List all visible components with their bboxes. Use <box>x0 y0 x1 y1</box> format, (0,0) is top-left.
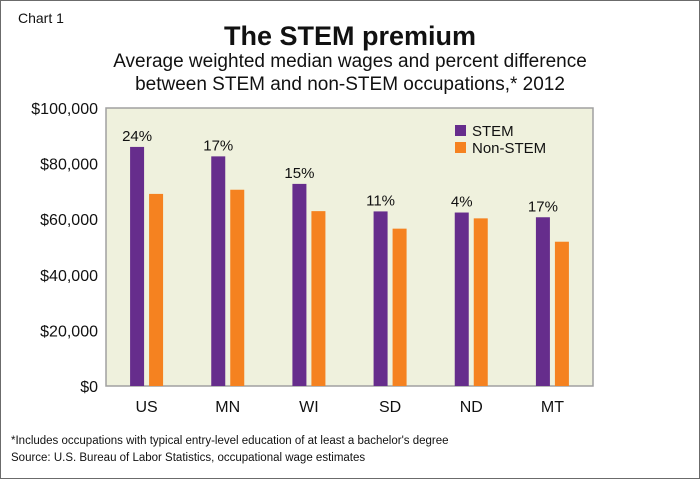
chart-subtitle-line-2: between STEM and non-STEM occupations,* … <box>135 74 565 95</box>
plot-area <box>105 107 594 387</box>
bar-non-stem-sd <box>392 228 407 386</box>
bar-stem-mt <box>535 217 550 386</box>
bar-non-stem-nd <box>473 218 488 386</box>
percent-difference-label: 15% <box>284 165 314 182</box>
bar-non-stem-us <box>149 193 164 386</box>
percent-difference-label: 4% <box>451 194 473 211</box>
bar-non-stem-wi <box>311 211 326 386</box>
x-tick-label: ND <box>460 399 483 416</box>
legend-label-stem: STEM <box>472 123 514 140</box>
y-tick-label: $60,000 <box>40 212 98 229</box>
x-tick-label: MT <box>541 399 564 416</box>
y-tick-label: $100,000 <box>31 101 98 118</box>
percent-difference-label: 17% <box>528 198 558 215</box>
bar-stem-wi <box>292 183 307 386</box>
x-tick-label: US <box>135 399 157 416</box>
percent-difference-label: 24% <box>122 128 152 145</box>
y-tick-label: $0 <box>80 379 98 396</box>
y-tick-label: $20,000 <box>40 323 98 340</box>
footnote: *Includes occupations with typical entry… <box>11 435 449 447</box>
percent-difference-label: 11% <box>366 192 395 209</box>
x-tick-label: SD <box>379 399 401 416</box>
percent-difference-label: 17% <box>203 137 233 154</box>
chart-title: The STEM premium <box>223 21 477 51</box>
legend-swatch-non-stem <box>455 142 466 153</box>
bar-stem-nd <box>454 212 469 386</box>
y-tick-label: $40,000 <box>40 268 98 285</box>
x-tick-label: WI <box>299 399 319 416</box>
legend-label-non-stem: Non-STEM <box>472 140 546 157</box>
legend-swatch-stem <box>455 125 466 136</box>
chart-subtitle-line-1: Average weighted median wages and percen… <box>113 51 587 72</box>
source-note: Source: U.S. Bureau of Labor Statistics,… <box>11 452 366 464</box>
chart-label: Chart 1 <box>18 10 64 26</box>
bar-non-stem-mt <box>554 241 569 386</box>
bar-non-stem-mn <box>230 189 245 386</box>
bar-stem-sd <box>373 211 388 386</box>
x-tick-label: MN <box>215 399 240 416</box>
y-tick-label: $80,000 <box>40 157 98 174</box>
bar-stem-mn <box>211 156 226 386</box>
bar-stem-us <box>130 146 145 386</box>
